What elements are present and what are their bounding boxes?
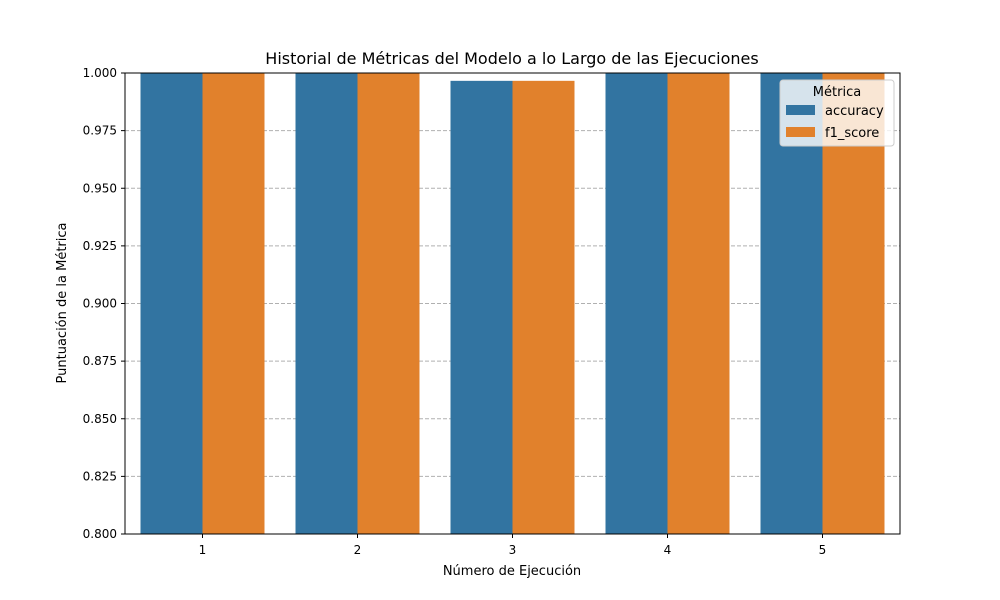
bar-accuracy-2 — [295, 73, 358, 534]
y-tick-label: 0.875 — [83, 354, 117, 368]
y-tick-label: 0.950 — [83, 181, 117, 195]
bar-accuracy-3 — [450, 80, 513, 534]
legend-label-accuracy: accuracy — [825, 104, 884, 119]
bar-f1_score-2 — [357, 73, 420, 534]
y-tick-label: 0.800 — [83, 527, 117, 541]
y-axis-label: Puntuación de la Métrica — [55, 223, 70, 384]
x-axis-label: Número de Ejecución — [443, 564, 581, 579]
bar-accuracy-1 — [140, 73, 203, 534]
y-tick-label: 0.900 — [83, 297, 117, 311]
bar-accuracy-4 — [605, 73, 668, 534]
x-tick-label: 3 — [509, 543, 517, 557]
y-ticks-layer: 0.800 0.825 0.850 0.875 0.900 0.925 0.950 0.975… — [83, 66, 125, 541]
x-tick-label: 2 — [354, 543, 362, 557]
y-tick-label: 0.925 — [83, 239, 117, 253]
bars-layer — [140, 73, 885, 534]
x-tick-label: 5 — [819, 543, 827, 557]
y-tick-label: 0.850 — [83, 412, 117, 426]
legend-items: accuracy f1_score — [786, 104, 884, 141]
y-tick-label: 0.825 — [83, 469, 117, 483]
bar-accuracy-5 — [760, 73, 823, 534]
bar-f1_score-1 — [202, 73, 265, 534]
x-tick-label: 4 — [664, 543, 672, 557]
legend-title: Métrica — [813, 85, 861, 100]
bar-f1_score-5 — [822, 73, 885, 534]
x-ticks-layer: 1 2 3 4 5 — [199, 534, 827, 557]
y-tick-label: 0.975 — [83, 124, 117, 138]
legend-swatch-f1_score — [786, 127, 815, 137]
legend: Métrica accuracy f1_score — [779, 79, 895, 147]
legend-label-f1_score: f1_score — [825, 126, 879, 141]
x-tick-label: 1 — [199, 543, 207, 557]
y-tick-label: 1.000 — [83, 66, 117, 80]
bar-f1_score-3 — [512, 80, 575, 534]
legend-swatch-accuracy — [786, 105, 815, 115]
bar-f1_score-4 — [667, 73, 730, 534]
chart-title: Historial de Métricas del Modelo a lo La… — [265, 49, 758, 68]
